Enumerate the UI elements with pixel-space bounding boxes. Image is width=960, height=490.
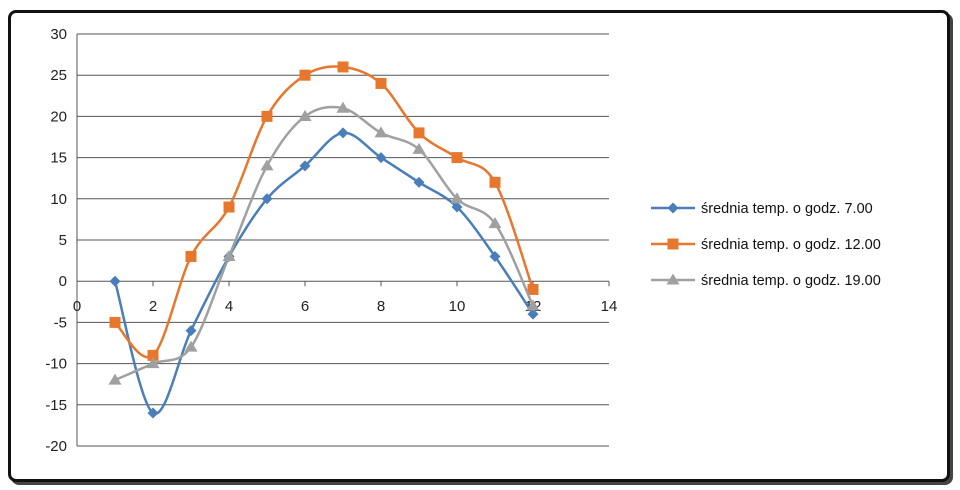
data-point [299,160,311,172]
y-tick-label: 10 [50,191,67,208]
legend-marker [667,202,679,214]
data-point [375,77,387,89]
y-tick-label: -15 [45,397,67,414]
y-tick-label: 0 [59,273,67,290]
data-point [146,357,160,369]
y-tick-label: 30 [50,26,67,43]
series-line [114,65,535,359]
data-point [412,142,426,154]
y-tick-label: -20 [45,438,67,455]
series-12-00 [109,61,539,361]
series-line [114,105,535,382]
data-point [185,325,197,337]
data-point [526,299,540,311]
data-point [109,316,121,328]
data-point [527,283,539,295]
series-layer [108,61,540,419]
data-point [489,250,501,262]
legend-label: średnia temp. o godz. 19.00 [701,273,881,289]
data-point [336,101,350,113]
data-point [375,152,387,164]
data-point [108,373,122,385]
data-point [374,126,388,138]
data-point [260,159,274,171]
y-axis-ticks: 30 25 20 15 10 5 0 -5 -10 -15 -20 [45,26,67,455]
series-19-00 [108,101,540,385]
series-7-00 [109,127,539,419]
x-tick-label: 4 [225,298,233,315]
legend-label: średnia temp. o godz. 7.00 [701,201,873,217]
data-point [185,250,197,262]
legend-marker [667,238,679,250]
data-point [337,61,349,73]
legend-marker [666,273,680,285]
data-point [451,201,463,213]
y-tick-label: 20 [50,108,67,125]
data-point [527,308,539,320]
legend-label: średnia temp. o godz. 12.00 [701,237,881,253]
data-point [450,192,464,204]
y-tick-label: 25 [50,67,67,84]
y-tick-label: 15 [50,150,67,167]
series-line [113,131,535,415]
data-point [413,127,425,139]
y-tick-label: 5 [59,232,67,249]
data-point [451,152,463,164]
data-point [222,249,236,262]
x-tick-label: 0 [73,298,81,315]
data-point [413,176,425,188]
x-tick-label: 6 [301,298,309,315]
x-axis: 02468101214 [73,34,618,446]
x-tick-label: 8 [377,298,385,315]
legend: średnia temp. o godz. 7.00 średnia temp. … [651,201,881,289]
data-point [337,127,349,139]
data-point [109,275,121,287]
data-point [147,349,159,361]
x-tick-label: 10 [449,298,466,315]
legend-entry: średnia temp. o godz. 19.00 [651,273,881,289]
data-point [489,176,501,188]
gridlines [77,33,609,447]
data-point [261,193,273,205]
legend-entry: średnia temp. o godz. 12.00 [651,237,881,253]
data-point [298,109,312,121]
y-tick-label: -10 [45,356,67,373]
x-tick-label: 14 [601,298,618,315]
data-point [261,110,273,122]
legend-entry: średnia temp. o godz. 7.00 [651,201,873,217]
y-tick-label: -5 [54,314,67,331]
data-point [488,217,502,229]
x-tick-label: 2 [149,298,157,315]
data-point [299,69,311,81]
data-point [184,340,198,352]
data-point [223,201,235,213]
data-point [147,407,159,419]
